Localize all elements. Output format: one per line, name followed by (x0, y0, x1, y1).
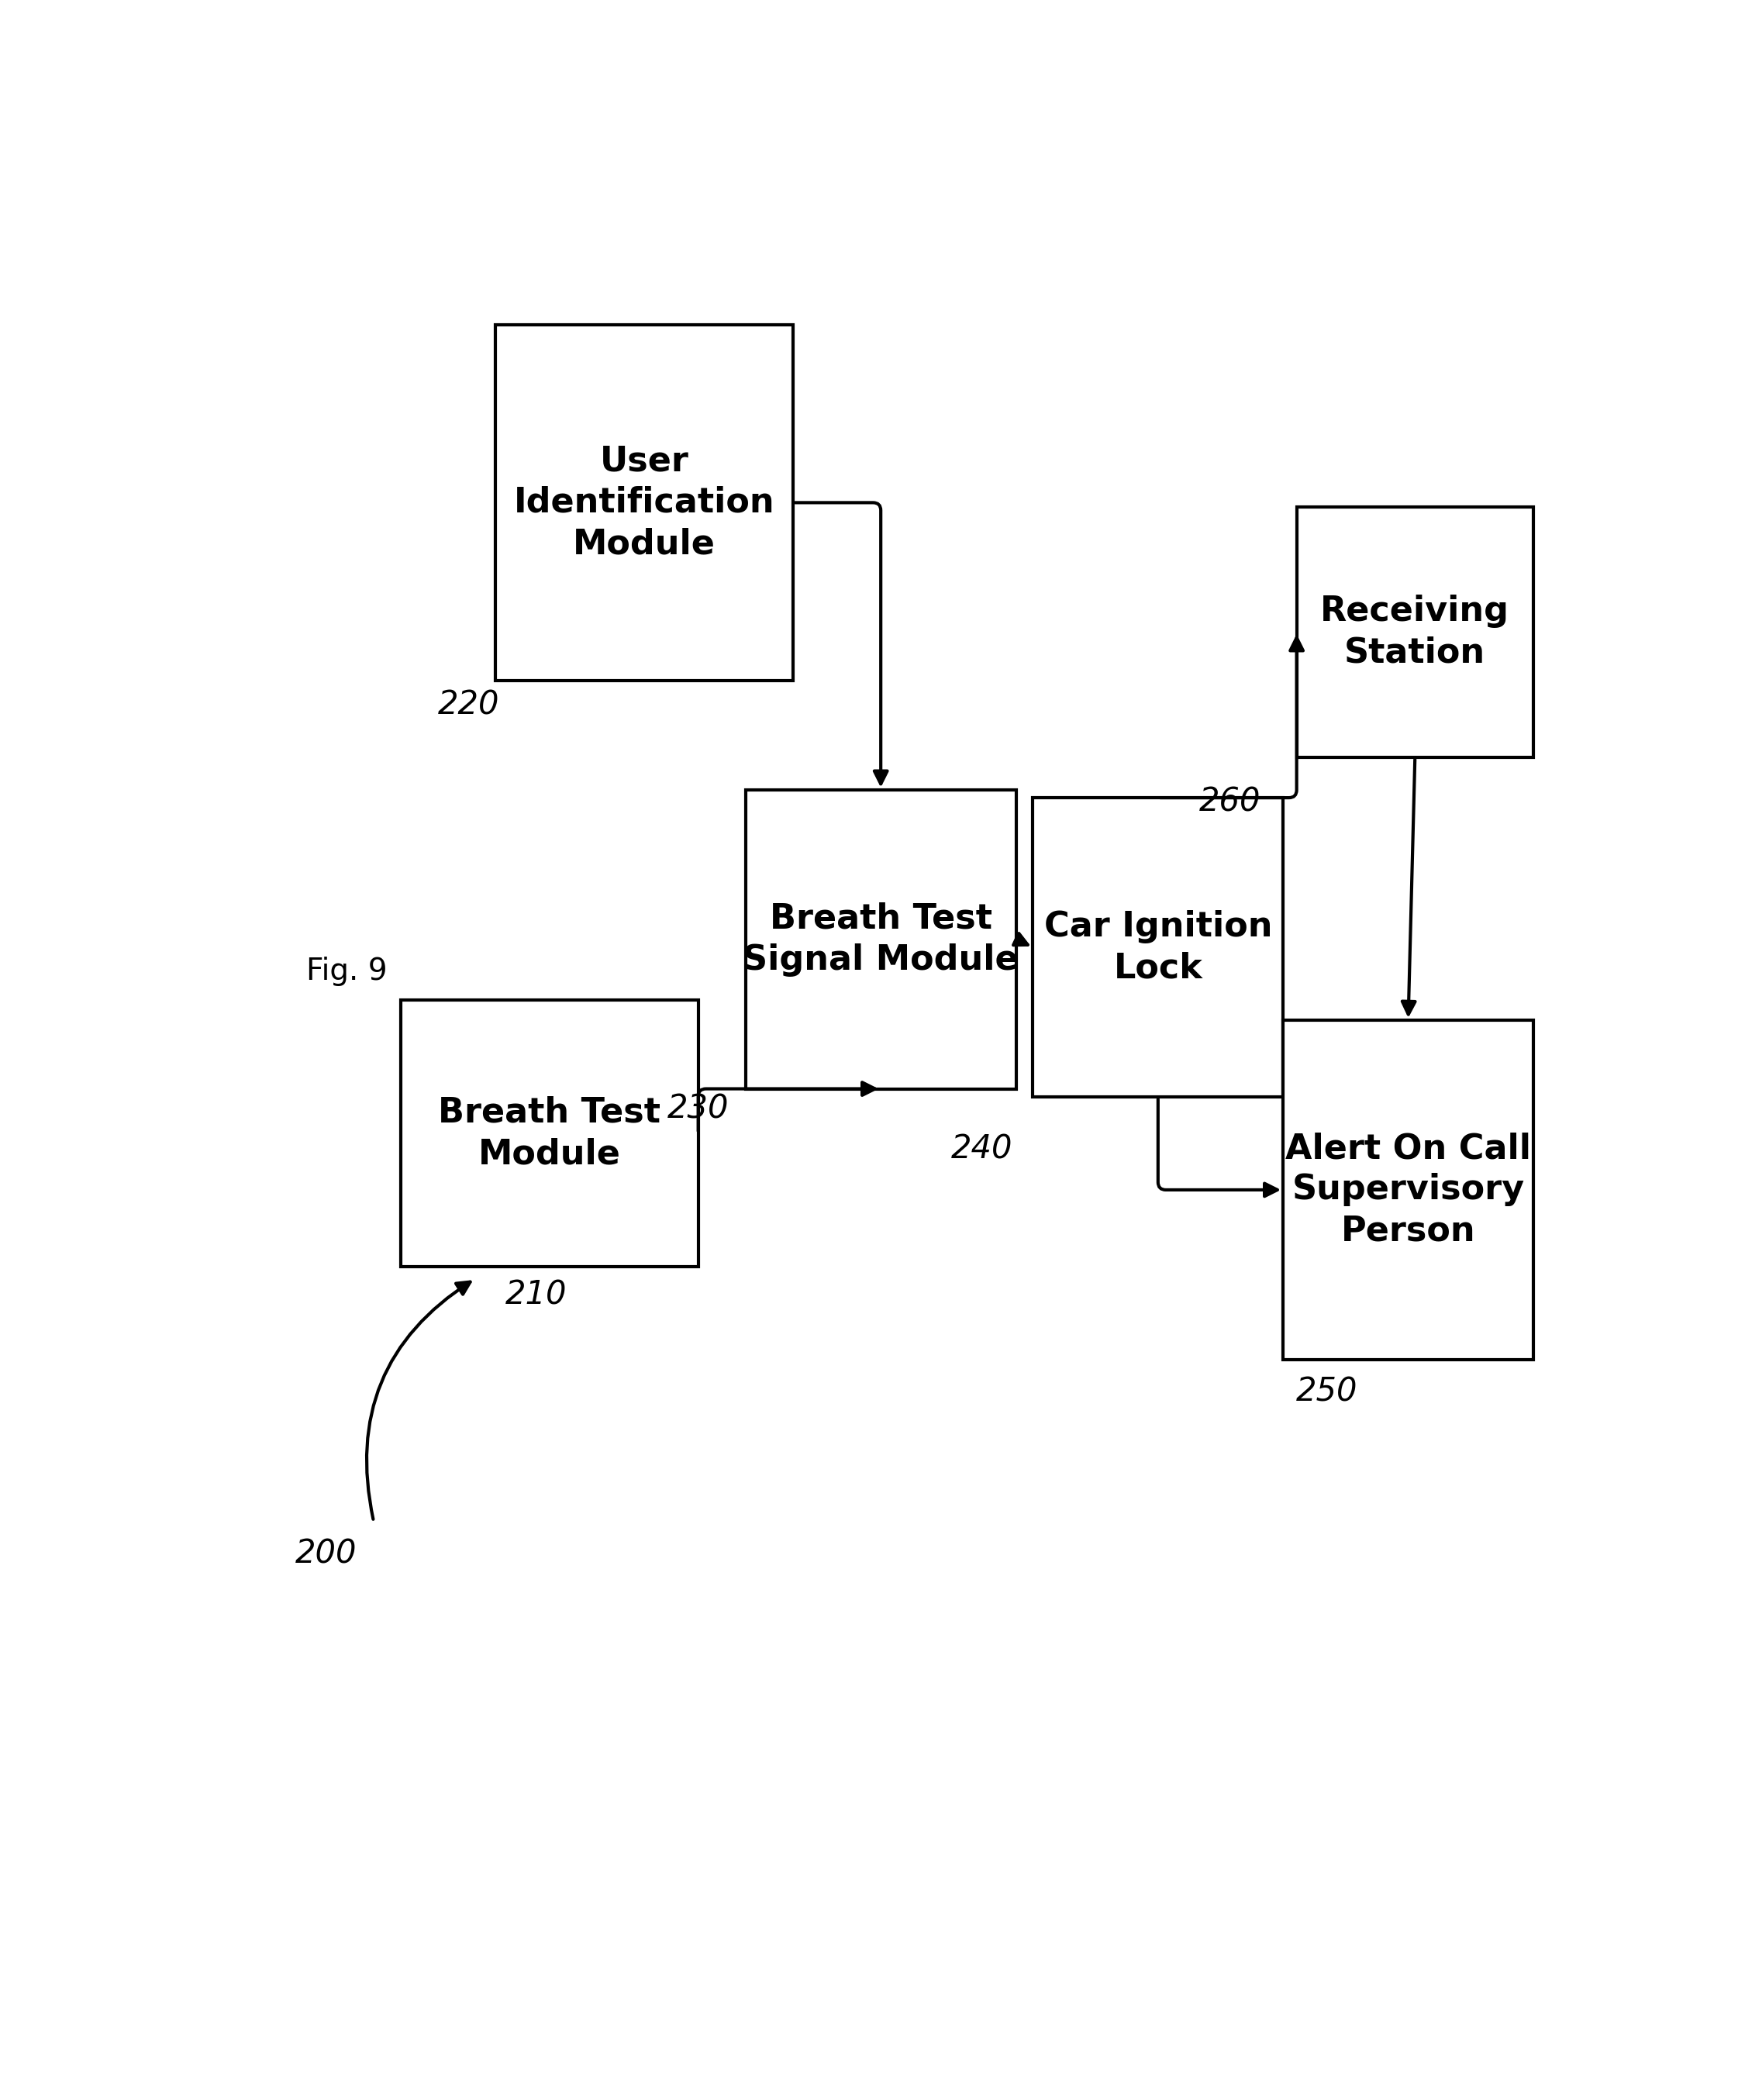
Text: 210: 210 (504, 1279, 567, 1310)
Text: Car Ignition
Lock: Car Ignition Lock (1044, 909, 1272, 985)
Text: 250: 250 (1297, 1376, 1358, 1409)
Text: Fig. 9: Fig. 9 (305, 958, 387, 987)
Text: 240: 240 (951, 1134, 1014, 1166)
Text: Breath Test
Signal Module: Breath Test Signal Module (743, 901, 1019, 977)
Text: 230: 230 (667, 1092, 729, 1126)
Bar (745, 790, 1016, 1088)
Bar (1033, 798, 1283, 1096)
Text: Alert On Call
Supervisory
Person: Alert On Call Supervisory Person (1286, 1132, 1530, 1247)
Text: Breath Test
Module: Breath Test Module (438, 1096, 661, 1170)
Bar (401, 1000, 698, 1266)
Bar (1297, 506, 1534, 758)
Bar (496, 326, 792, 680)
Text: 260: 260 (1199, 785, 1260, 819)
Text: User
Identification
Module: User Identification Module (513, 445, 775, 561)
Text: 200: 200 (295, 1537, 358, 1571)
Text: 220: 220 (438, 689, 499, 720)
Text: Receiving
Station: Receiving Station (1321, 594, 1509, 670)
Bar (1283, 1021, 1534, 1359)
